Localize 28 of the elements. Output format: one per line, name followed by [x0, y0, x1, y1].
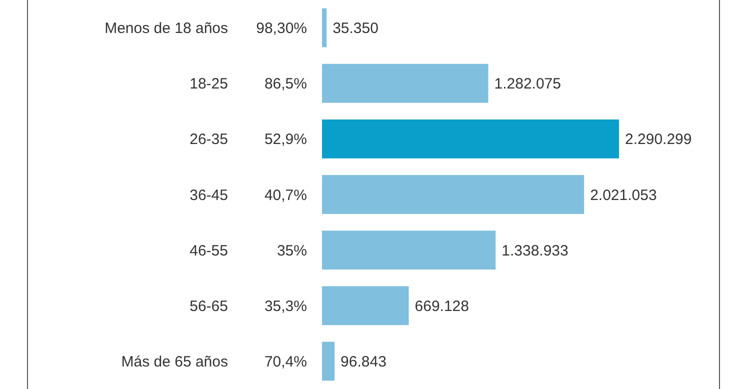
y-tick-label: 26-35 [190, 131, 228, 148]
text: 98,30% [256, 20, 307, 38]
text: 35,3% [264, 298, 307, 315]
text: 35% [276, 242, 307, 260]
text: 70,4% [264, 353, 307, 370]
bar [322, 175, 584, 214]
bar [322, 342, 335, 381]
data-label: 96.843 [340, 353, 386, 370]
data-label: 2.290.299 [625, 131, 692, 148]
bar [322, 230, 496, 270]
data-label: 1.282.075 [494, 76, 561, 93]
y-tick-label: Menos de 18 años [104, 20, 228, 38]
bar [322, 64, 488, 103]
bar [322, 286, 409, 326]
text: 40,7% [264, 186, 307, 204]
text: 52,9% [264, 131, 307, 148]
data-label: 35.350 [332, 20, 378, 38]
y-tick-label: 36-45 [190, 186, 228, 204]
y-tick-label: 18-25 [190, 76, 228, 93]
text: 86,5% [264, 76, 307, 93]
data-label: 2.021.053 [590, 186, 657, 204]
bar [322, 119, 619, 158]
y-tick-label: Más de 65 años [121, 353, 228, 370]
data-label: 669.128 [414, 298, 470, 315]
y-tick-label: 56-65 [190, 298, 228, 315]
bar [322, 8, 327, 48]
data-label: 1.338.933 [502, 242, 568, 260]
y-tick-label: 46-55 [190, 242, 228, 260]
